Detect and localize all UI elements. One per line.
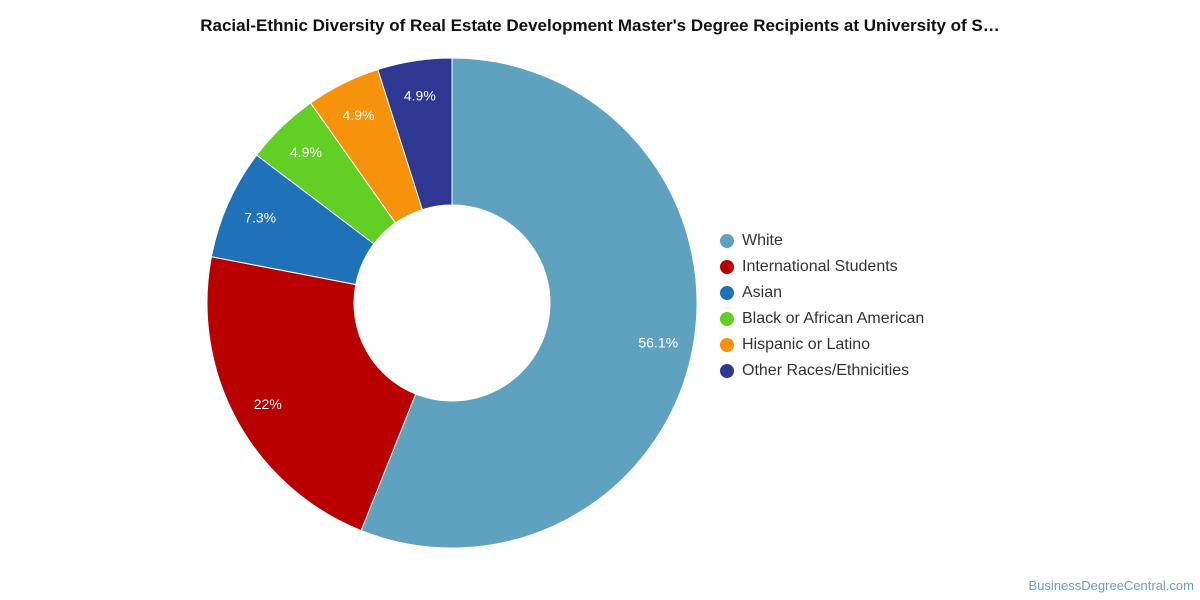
legend-item[interactable]: Other Races/Ethnicities	[720, 358, 924, 384]
donut-chart: 56.1% 22% 7.3% 4.9% 4.9% 4.9%	[206, 57, 698, 549]
chart-legend: White International Students Asian Black or…	[720, 228, 924, 384]
site-watermark[interactable]: BusinessDegreeCentral.com	[1028, 578, 1194, 593]
legend-swatch	[720, 286, 734, 300]
legend-swatch	[720, 260, 734, 274]
slice-label: 7.3%	[244, 210, 276, 226]
legend-item[interactable]: International Students	[720, 254, 924, 280]
legend-swatch	[720, 338, 734, 352]
legend-label: Black or African American	[742, 310, 925, 327]
legend-item[interactable]: Asian	[720, 280, 924, 306]
slice-label: 4.9%	[290, 144, 322, 160]
slice-label: 4.9%	[404, 87, 436, 103]
slice-label: 22%	[254, 396, 282, 412]
legend-label: International Students	[742, 258, 898, 275]
slice-label: 56.1%	[638, 335, 678, 351]
legend-item[interactable]: White	[720, 228, 924, 254]
legend-swatch	[720, 312, 734, 326]
chart-title: Racial-Ethnic Diversity of Real Estate D…	[200, 16, 1000, 35]
legend-label: Hispanic or Latino	[742, 336, 871, 353]
legend-swatch	[720, 364, 734, 378]
legend-label: Asian	[742, 284, 783, 301]
slice-label: 4.9%	[343, 107, 375, 123]
slice-other-races-ethnicities[interactable]	[377, 57, 453, 211]
legend-item[interactable]: Hispanic or Latino	[720, 332, 924, 358]
slice-international-students[interactable]	[206, 256, 417, 532]
legend-label: White	[742, 232, 783, 249]
legend-swatch	[720, 234, 734, 248]
legend-item[interactable]: Black or African American	[720, 306, 924, 332]
legend-label: Other Races/Ethnicities	[742, 362, 910, 379]
slice-white[interactable]	[360, 57, 698, 549]
